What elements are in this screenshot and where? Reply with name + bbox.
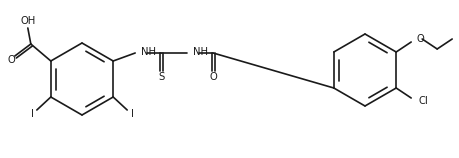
Text: I: I (131, 109, 134, 119)
Text: OH: OH (20, 16, 35, 26)
Text: NH: NH (193, 47, 208, 57)
Text: O: O (209, 72, 217, 82)
Text: O: O (416, 34, 424, 44)
Text: S: S (158, 72, 164, 82)
Text: O: O (8, 55, 16, 65)
Text: I: I (31, 109, 34, 119)
Text: Cl: Cl (418, 96, 428, 106)
Text: NH: NH (141, 47, 156, 57)
